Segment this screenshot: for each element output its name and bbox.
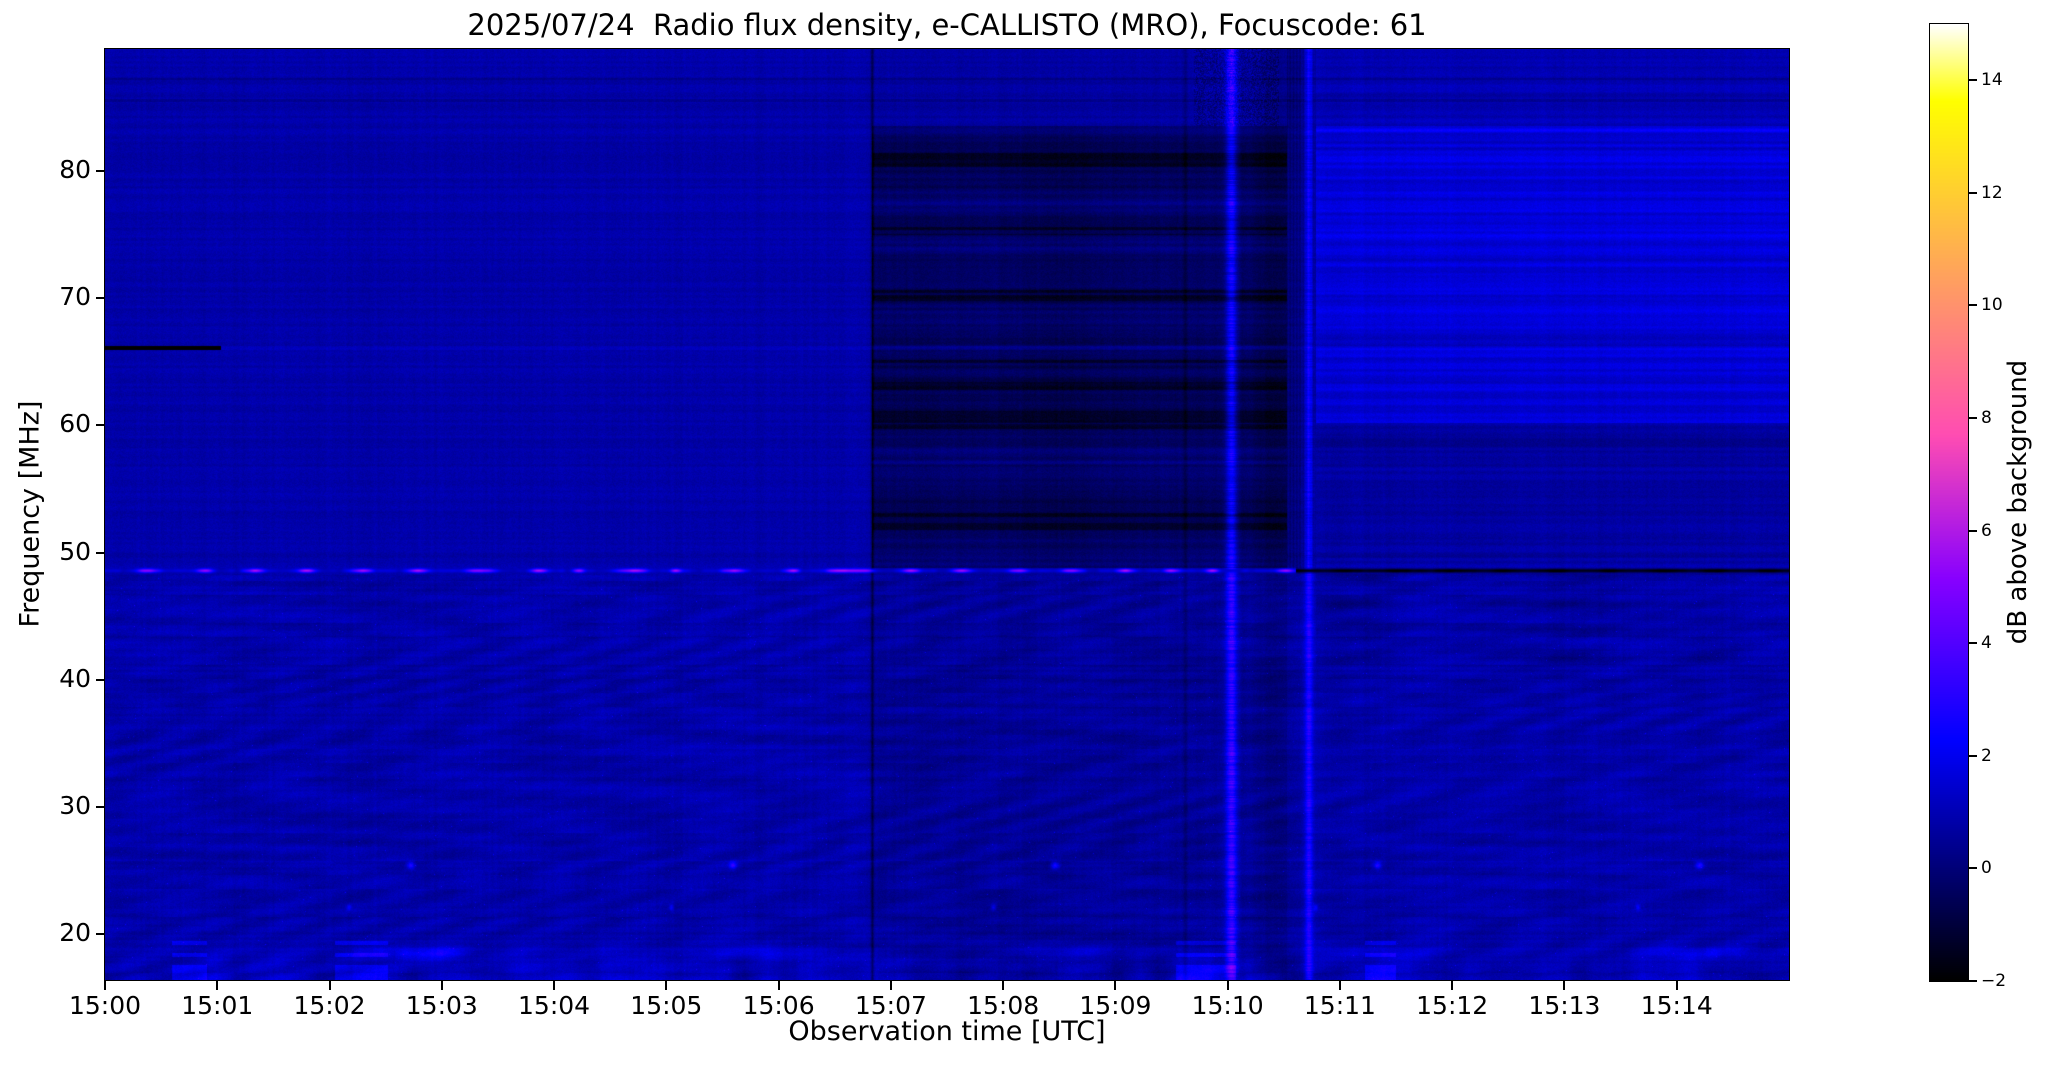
y-tick-mark	[96, 424, 105, 427]
colorbar-tick-mark	[1969, 642, 1977, 645]
y-tick-mark	[96, 297, 105, 300]
x-tick-mark	[1002, 981, 1005, 990]
y-tick-label: 40	[59, 663, 91, 693]
x-tick-mark	[1451, 981, 1454, 990]
colorbar-tick-mark	[1969, 191, 1977, 194]
x-tick-mark	[328, 981, 331, 990]
y-tick-mark	[96, 170, 105, 173]
colorbar-tick-label: 8	[1981, 408, 1992, 429]
y-tick-label: 60	[59, 409, 91, 439]
x-tick-label: 15:02	[293, 991, 366, 1020]
x-tick-mark	[1114, 981, 1117, 990]
x-tick-label: 15:05	[630, 991, 703, 1020]
x-tick-label: 15:08	[967, 991, 1040, 1020]
colorbar-label: dB above background	[2003, 359, 2033, 645]
colorbar-tick-label: 2	[1981, 745, 1992, 766]
colorbar	[1929, 23, 1969, 982]
y-tick-label: 50	[59, 536, 91, 566]
x-tick-label: 15:07	[854, 991, 927, 1020]
x-tick-mark	[777, 981, 780, 990]
y-axis-label: Frequency [MHz]	[14, 400, 46, 628]
colorbar-tick-label: 6	[1981, 520, 1992, 541]
x-tick-mark	[1563, 981, 1566, 990]
x-tick-mark	[553, 981, 556, 990]
x-tick-mark	[665, 981, 668, 990]
colorbar-tick-mark	[1969, 754, 1977, 757]
y-tick-label: 20	[59, 918, 91, 948]
x-tick-label: 15:03	[405, 991, 478, 1020]
y-tick-label: 70	[59, 282, 91, 312]
x-tick-label: 15:00	[68, 991, 142, 1020]
colorbar-tick-label: 12	[1981, 182, 2003, 203]
colorbar-tick-mark	[1969, 304, 1977, 307]
colorbar-tick-label: 0	[1981, 858, 1992, 879]
x-tick-label: 15:12	[1416, 991, 1489, 1020]
colorbar-tick-label: 4	[1981, 633, 1992, 654]
y-tick-mark	[96, 551, 105, 554]
x-tick-label: 15:13	[1528, 991, 1601, 1020]
x-tick-label: 15:06	[742, 991, 815, 1020]
colorbar-tick-mark	[1969, 980, 1977, 982]
x-tick-label: 15:14	[1640, 991, 1713, 1020]
x-tick-label: 15:10	[1191, 991, 1264, 1020]
x-tick-mark	[104, 981, 106, 990]
colorbar-tick-label: 14	[1981, 70, 2003, 91]
colorbar-tick-label: 10	[1981, 295, 2003, 316]
x-tick-mark	[440, 981, 443, 990]
x-tick-mark	[889, 981, 892, 990]
colorbar-tick-mark	[1969, 529, 1977, 532]
y-tick-mark	[96, 678, 105, 681]
colorbar-tick-mark	[1969, 79, 1977, 82]
colorbar-tick-mark	[1969, 417, 1977, 420]
chart-title: 2025/07/24 Radio flux density, e-CALLIST…	[467, 8, 1427, 42]
x-axis-label: Observation time [UTC]	[788, 1016, 1106, 1047]
x-tick-mark	[216, 981, 219, 990]
x-tick-label: 15:01	[181, 991, 254, 1020]
y-tick-mark	[96, 806, 105, 809]
spectrogram-canvas	[105, 49, 1789, 980]
x-tick-mark	[1675, 981, 1678, 990]
x-tick-label: 15:11	[1303, 991, 1376, 1020]
y-tick-mark	[96, 933, 105, 936]
colorbar-tick-label: −2	[1981, 971, 2007, 991]
x-tick-mark	[1226, 981, 1229, 990]
x-tick-mark	[1338, 981, 1341, 990]
x-tick-label: 15:09	[1079, 991, 1152, 1020]
x-tick-label: 15:04	[518, 991, 591, 1020]
colorbar-canvas	[1930, 24, 1968, 981]
y-tick-label: 30	[59, 791, 91, 821]
plot-area	[104, 48, 1790, 981]
y-tick-label: 80	[59, 155, 91, 185]
colorbar-tick-mark	[1969, 867, 1977, 870]
